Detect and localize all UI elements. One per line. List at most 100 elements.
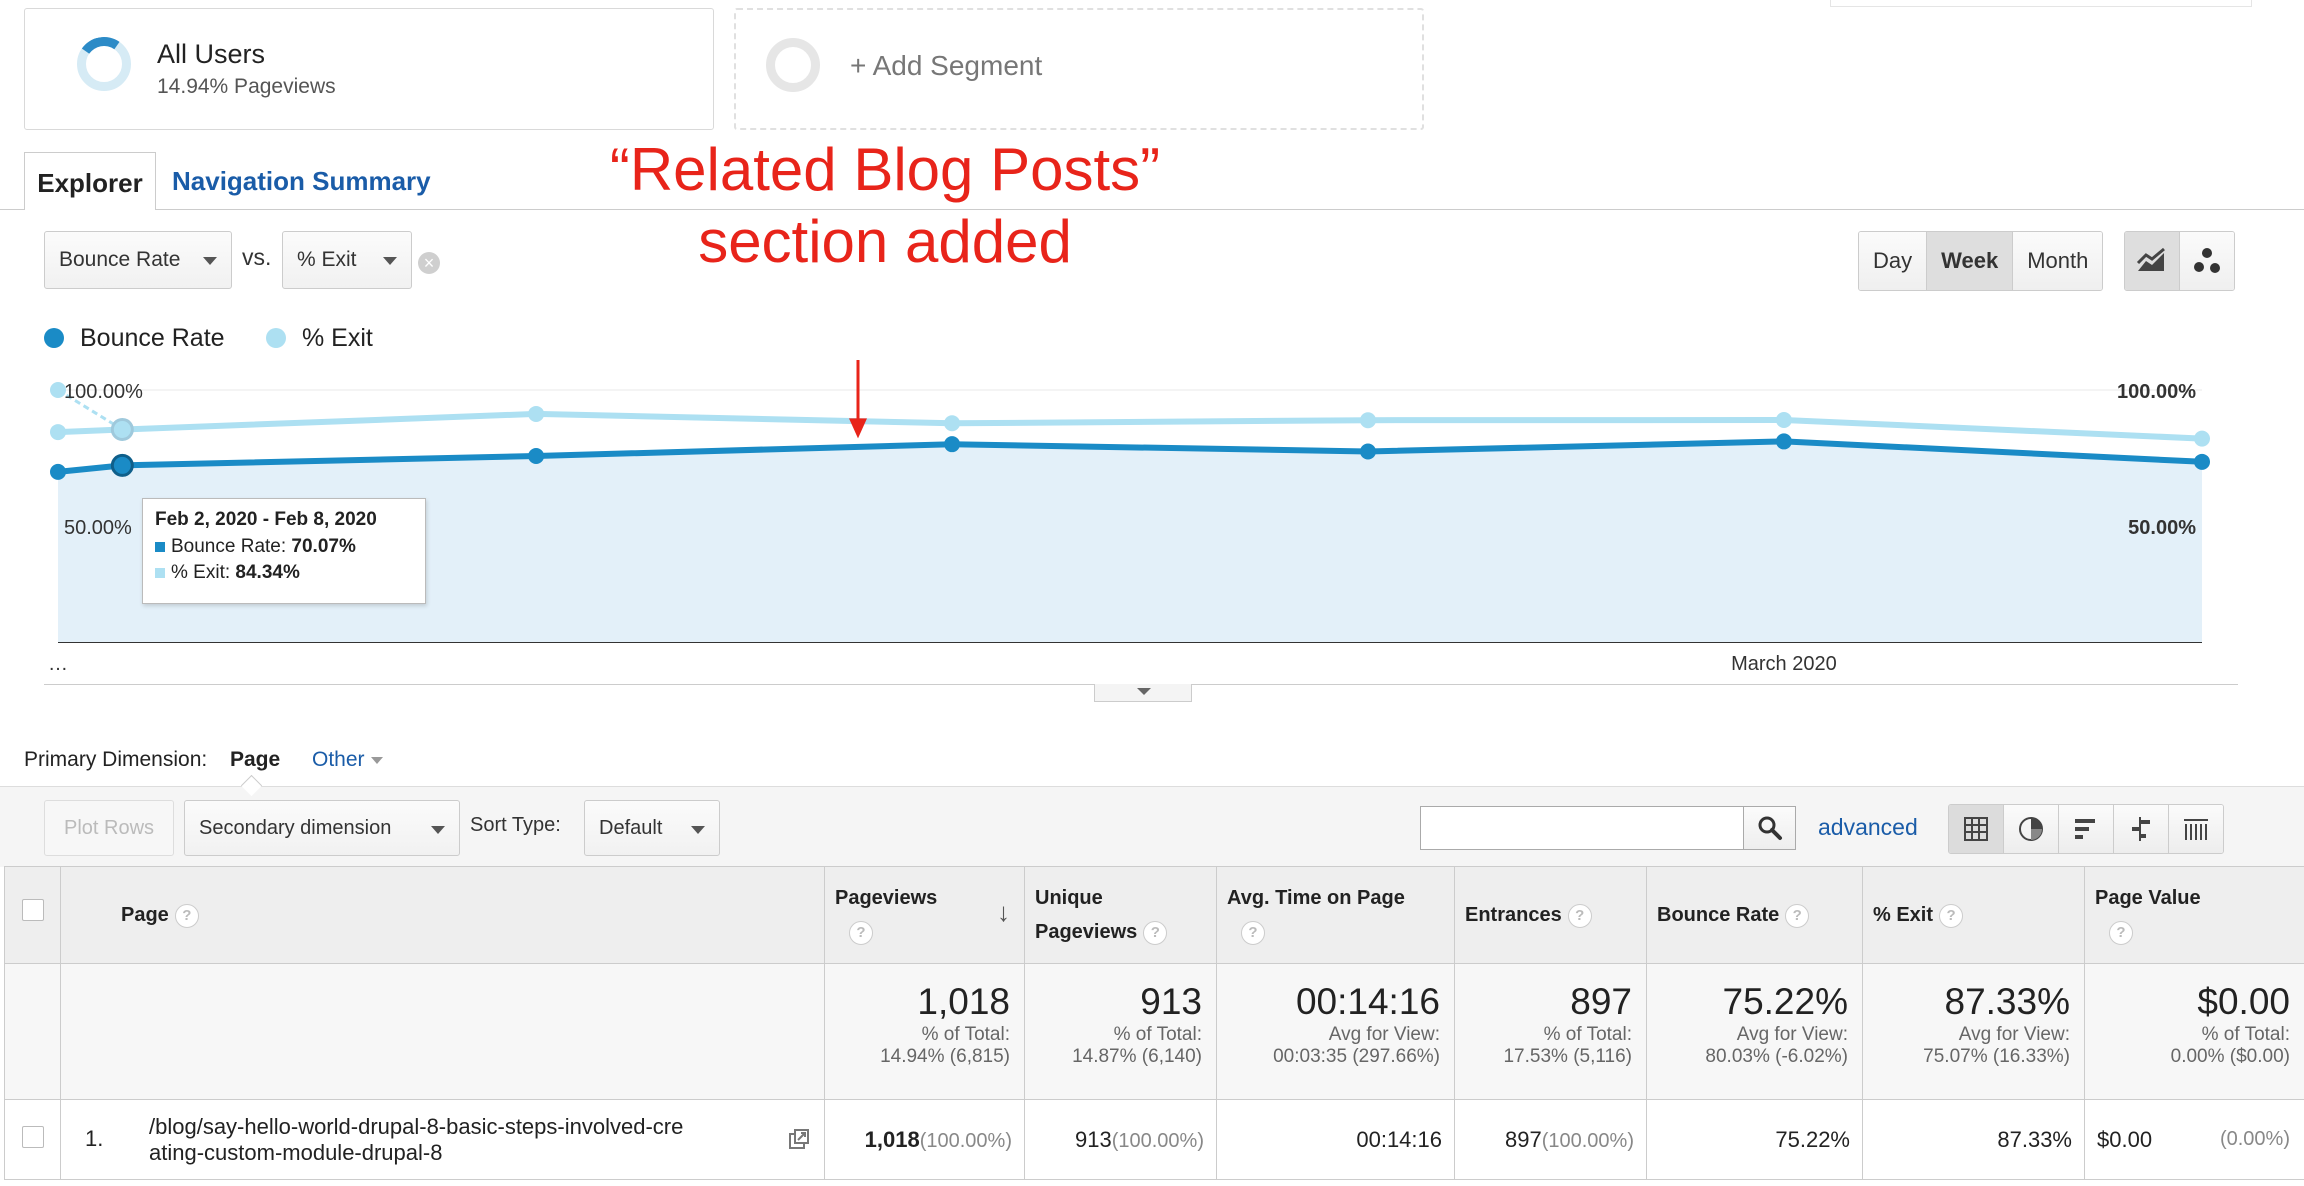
- help-icon[interactable]: ?: [1241, 920, 1265, 945]
- pivot-view-icon[interactable]: [2169, 805, 2223, 853]
- row-index: 1.: [85, 1126, 104, 1151]
- help-icon[interactable]: ?: [174, 903, 199, 928]
- exit-point[interactable]: [1775, 411, 1792, 428]
- tooltip-exit-value: 84.34%: [235, 562, 300, 583]
- exit-point[interactable]: [50, 424, 66, 441]
- tab-explorer[interactable]: Explorer: [24, 152, 156, 210]
- add-segment-button[interactable]: + Add Segment: [734, 8, 1424, 130]
- header-avg-time[interactable]: Avg. Time on Page?: [1216, 866, 1455, 964]
- row-pageviews-value: 1,018: [864, 1126, 920, 1152]
- clear-comparison-icon[interactable]: ×: [418, 252, 440, 274]
- plot-rows-button[interactable]: Plot Rows: [44, 800, 174, 856]
- row-checkbox[interactable]: [21, 1125, 44, 1148]
- bounce-point[interactable]: [528, 448, 545, 465]
- sort-type-value: Default: [599, 817, 663, 839]
- row-page-value: $0.00 (0.00%): [2084, 1099, 2304, 1180]
- pie-view-icon[interactable]: [2004, 805, 2059, 853]
- totals-value: 897: [1570, 981, 1632, 1022]
- collapse-chart-toggle[interactable]: [1094, 684, 1192, 702]
- header-pageviews[interactable]: Pageviews? ↓: [824, 866, 1025, 964]
- help-icon[interactable]: ?: [1143, 920, 1168, 945]
- help-icon[interactable]: ?: [1567, 903, 1592, 928]
- totals-caption: Avg for View:: [1958, 1024, 2070, 1045]
- totals-caption: 14.87% (6,140): [1072, 1046, 1202, 1067]
- totals-caption: 00:03:35 (297.66%): [1273, 1046, 1440, 1067]
- totals-empty: [4, 963, 61, 1100]
- bounce-point[interactable]: [2194, 453, 2210, 470]
- exit-start-point[interactable]: [50, 382, 66, 398]
- metric2-dropdown[interactable]: % Exit: [282, 231, 412, 289]
- exit-point[interactable]: [110, 417, 134, 441]
- period-week-button[interactable]: Week: [1927, 232, 2014, 290]
- y-tick-right: 100.00%: [2117, 381, 2196, 403]
- line-chart-icon[interactable]: [2125, 232, 2180, 290]
- header-unique-pageviews[interactable]: Unique Pageviews?: [1024, 866, 1217, 964]
- exit-point[interactable]: [944, 415, 961, 432]
- row-page-link[interactable]: /blog/say-hello-world-drupal-8-basic-ste…: [149, 1114, 778, 1166]
- tab-navigation-summary[interactable]: Navigation Summary: [172, 166, 431, 196]
- header-page[interactable]: Page?: [60, 866, 825, 964]
- secondary-dimension-dropdown[interactable]: Secondary dimension: [184, 800, 460, 856]
- metric1-dropdown[interactable]: Bounce Rate: [44, 231, 232, 289]
- comparison-view-icon[interactable]: [2114, 805, 2169, 853]
- advanced-filter-link[interactable]: advanced: [1818, 814, 1918, 840]
- exit-point[interactable]: [1359, 412, 1376, 429]
- totals-value: 1,018: [917, 981, 1010, 1022]
- table-view-icon[interactable]: [1949, 805, 2004, 853]
- legend-exit-dot: [266, 328, 286, 348]
- table-search-input[interactable]: [1420, 806, 1744, 850]
- secondary-dimension-label: Secondary dimension: [199, 817, 392, 839]
- chevron-down-icon: [203, 257, 217, 265]
- metric2-value: % Exit: [297, 248, 357, 271]
- help-icon[interactable]: ?: [1939, 903, 1964, 928]
- empty-segment-ring-icon: [766, 38, 820, 92]
- open-link-icon[interactable]: [788, 1128, 810, 1150]
- sort-descending-icon[interactable]: ↓: [997, 897, 1010, 927]
- primary-dimension-other[interactable]: Other: [312, 748, 383, 772]
- bounce-point[interactable]: [1359, 443, 1376, 460]
- search-icon: [1758, 816, 1782, 840]
- totals-exit: 87.33% Avg for View: 75.07% (16.33%): [1862, 963, 2085, 1100]
- row-avg-time: 00:14:16: [1216, 1099, 1455, 1180]
- vs-label: vs.: [242, 244, 272, 270]
- primary-dimension-label: Primary Dimension:: [24, 748, 208, 771]
- help-icon[interactable]: ?: [1785, 903, 1810, 928]
- row-entrances-pct: (100.00%): [1541, 1129, 1634, 1152]
- exit-point[interactable]: [2194, 430, 2210, 447]
- totals-caption: Avg for View:: [1736, 1024, 1848, 1045]
- header-page-value[interactable]: Page Value?: [2084, 866, 2304, 964]
- legend-exit-label: % Exit: [302, 324, 373, 352]
- header-page-label: Page: [121, 904, 169, 926]
- exit-point[interactable]: [528, 405, 545, 422]
- header-bounce-rate[interactable]: Bounce Rate?: [1646, 866, 1863, 964]
- header-unique-line2: Pageviews: [1035, 921, 1138, 943]
- row-unique: 913(100.00%): [1024, 1099, 1217, 1180]
- exit-series-line: [57, 410, 2203, 442]
- help-icon[interactable]: ?: [2109, 920, 2133, 945]
- search-button[interactable]: [1744, 806, 1796, 850]
- primary-dimension-page[interactable]: Page: [230, 748, 281, 771]
- bounce-point[interactable]: [110, 453, 134, 477]
- sort-type-dropdown[interactable]: Default: [584, 800, 720, 856]
- period-month-button[interactable]: Month: [2013, 232, 2103, 290]
- chart-annotation: “Related Blog Posts” section added: [560, 134, 1210, 278]
- row-page-value-value: $0.00: [2097, 1126, 2153, 1152]
- segment-all-users[interactable]: All Users 14.94% Pageviews: [24, 8, 714, 130]
- motion-chart-icon[interactable]: [2180, 232, 2234, 290]
- totals-empty: [60, 963, 825, 1100]
- totals-caption: 0.00% ($0.00): [2170, 1046, 2290, 1067]
- tooltip-exit-row: % Exit: 84.34%: [155, 562, 413, 584]
- performance-view-icon[interactable]: [2059, 805, 2114, 853]
- bounce-point[interactable]: [1775, 433, 1792, 450]
- header-exit[interactable]: % Exit?: [1862, 866, 2085, 964]
- help-icon[interactable]: ?: [849, 920, 873, 945]
- line-chart[interactable]: 100.00% 50.00% 100.00% 50.00% … March 2020: [0, 360, 2304, 680]
- totals-caption: % of Total:: [1543, 1024, 1632, 1045]
- select-all-checkbox[interactable]: [21, 899, 44, 921]
- period-day-button[interactable]: Day: [1859, 232, 1928, 290]
- header-entrances[interactable]: Entrances?: [1454, 866, 1647, 964]
- bounce-point[interactable]: [944, 436, 961, 453]
- table-view-selector: [1948, 804, 2224, 854]
- bounce-point[interactable]: [50, 463, 66, 480]
- totals-caption: 17.53% (5,116): [1503, 1046, 1632, 1067]
